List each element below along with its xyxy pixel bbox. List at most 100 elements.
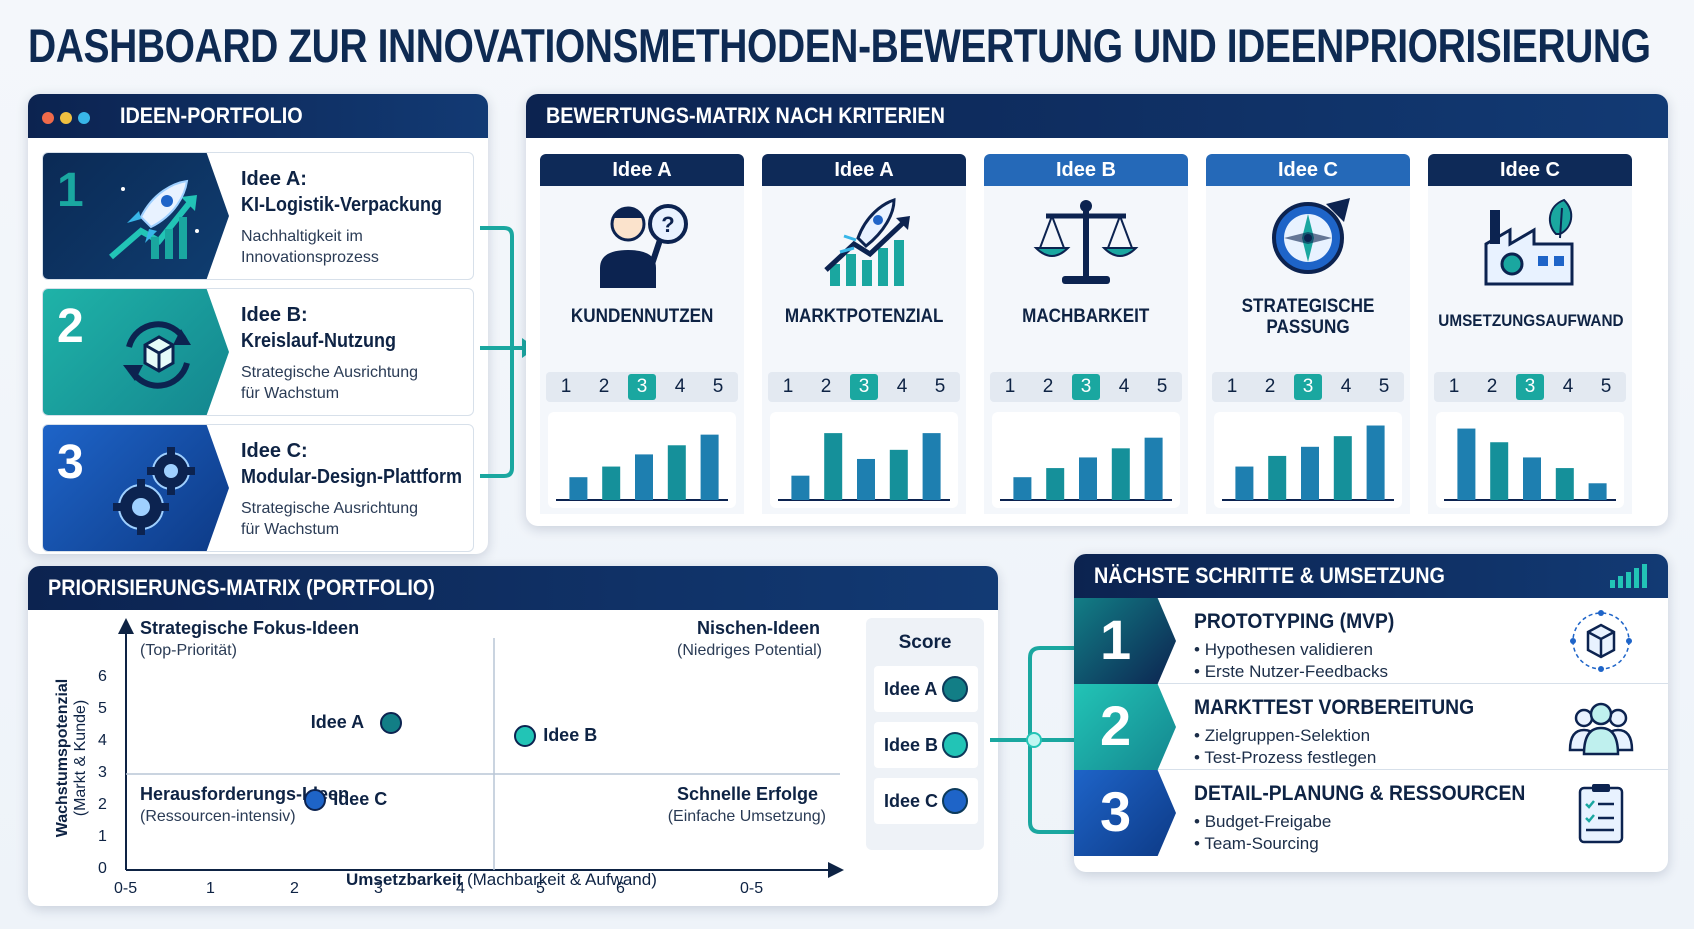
score-option-5[interactable]: 5 (1370, 374, 1398, 400)
score-option-3[interactable]: 3 (628, 374, 656, 400)
step-bullet-text: Erste Nutzer-Feedbacks (1205, 662, 1388, 681)
idea-name: Modular-Design-Plattform (241, 464, 448, 490)
score-option-1[interactable]: 1 (774, 374, 802, 400)
criterion-name-text: STRATEGISCHE PASSUNG (1241, 296, 1376, 338)
quadrant-subtitle-bottom-right: (Einfache Umsetzung) (668, 808, 826, 826)
idea-card-b[interactable]: 2 Idee B: Kreislauf-Nutzung Strategische… (42, 288, 474, 416)
score-option-2[interactable]: 2 (590, 374, 618, 400)
y-tick: 4 (98, 732, 107, 750)
quadrant-title-top-right: Nischen-Ideen (697, 618, 820, 639)
score-option-4[interactable]: 4 (1554, 374, 1582, 400)
step-bullet-text: Test-Prozess festlegen (1204, 748, 1376, 767)
bar (668, 445, 686, 500)
y-tick: 6 (98, 668, 107, 686)
portfolio-title: IDEEN-PORTFOLIO (120, 94, 303, 138)
scatter-point[interactable] (514, 725, 536, 747)
bar (1523, 457, 1541, 500)
score-entry[interactable]: Idee A (874, 666, 978, 712)
score-option-3[interactable]: 3 (850, 374, 878, 400)
circular-box-icon (101, 307, 211, 401)
steps-connector (990, 630, 1080, 850)
criterion-idea-header: Idee C (1206, 154, 1410, 186)
score-option-1[interactable]: 1 (1218, 374, 1246, 400)
bar (1457, 429, 1475, 500)
score-option-2[interactable]: 2 (1256, 374, 1284, 400)
quadrant-title-top-left: Strategische Fokus-Ideen (140, 618, 359, 639)
criterion-idea-header: Idee A (540, 154, 744, 186)
bar (569, 477, 587, 500)
score-entry[interactable]: Idee B (874, 722, 978, 768)
score-selector: 12345 (546, 372, 738, 402)
step-item[interactable]: 1 PROTOTYPING (MVP) • Hypothesen validie… (1074, 598, 1668, 684)
steps-title: NÄCHSTE SCHRITTE & UMSETZUNG (1094, 554, 1445, 598)
score-option-1[interactable]: 1 (1440, 374, 1468, 400)
score-entry[interactable]: Idee C (874, 778, 978, 824)
criterion-idea-header: Idee C (1428, 154, 1632, 186)
scatter-point-label: Idee C (333, 789, 387, 810)
window-dots (42, 95, 96, 139)
idea-number: 1 (57, 167, 84, 215)
bar (824, 433, 842, 500)
step-bullet: • Team-Sourcing (1194, 834, 1319, 854)
score-option-5[interactable]: 5 (1592, 374, 1620, 400)
score-option-5[interactable]: 5 (926, 374, 954, 400)
criterion-name-text: KUNDENNUTZEN (571, 306, 713, 327)
bar (701, 435, 719, 500)
priority-header: PRIORISIERUNGS-MATRIX (PORTFOLIO) (28, 566, 998, 610)
bar (1079, 457, 1097, 500)
bar (1235, 467, 1253, 500)
criterion-name-text: MACHBARKEIT (1022, 306, 1149, 327)
window-dot-yellow (60, 112, 72, 124)
score-option-4[interactable]: 4 (666, 374, 694, 400)
evaluation-matrix-panel: BEWERTUNGS-MATRIX NACH KRITERIEN Idee A … (526, 94, 1668, 526)
step-bullet-text: Hypothesen validieren (1205, 640, 1373, 659)
score-option-4[interactable]: 4 (888, 374, 916, 400)
bar (857, 459, 875, 500)
idea-name: Kreislauf-Nutzung (241, 328, 448, 354)
criterion-body: UMSETZUNGSAUFWAND 12345 (1428, 186, 1632, 514)
score-option-2[interactable]: 2 (1034, 374, 1062, 400)
step-item[interactable]: 3 DETAIL-PLANUNG & RESSOURCEN • Budget-F… (1074, 770, 1668, 856)
scale-icon (1032, 194, 1140, 288)
score-option-1[interactable]: 1 (552, 374, 580, 400)
score-option-3[interactable]: 3 (1072, 374, 1100, 400)
quadrant-subtitle-bottom-left: (Ressourcen-intensiv) (140, 808, 296, 826)
idea-description: Nachhaltigkeit im Innovationsprozess (241, 226, 441, 268)
step-number: 1 (1100, 610, 1131, 670)
score-option-2[interactable]: 2 (1478, 374, 1506, 400)
score-option-4[interactable]: 4 (1332, 374, 1360, 400)
bar (1334, 436, 1352, 500)
step-item[interactable]: 2 MARKTTEST VORBEREITUNG • Zielgruppen-S… (1074, 684, 1668, 770)
criterion-body: ? KUNDENNUTZEN 12345 (540, 186, 744, 514)
scatter-point[interactable] (380, 712, 402, 734)
x-tick: 1 (206, 880, 215, 898)
idea-card-a[interactable]: 1 Idee A: KI-Logistik-Verpackung Nachhal… (42, 152, 474, 280)
x-tick: 2 (290, 880, 299, 898)
scatter-point[interactable] (304, 789, 326, 811)
step-title: PROTOTYPING (MVP) (1194, 610, 1394, 634)
idea-card-c[interactable]: 3 Idee C: Modular-Design-Plattform Strat… (42, 424, 474, 552)
criterion-body: MACHBARKEIT 12345 (984, 186, 1188, 514)
score-option-2[interactable]: 2 (812, 374, 840, 400)
bar (1556, 468, 1574, 500)
score-option-4[interactable]: 4 (1110, 374, 1138, 400)
score-option-5[interactable]: 5 (1148, 374, 1176, 400)
score-option-3[interactable]: 3 (1294, 374, 1322, 400)
window-dot-blue (78, 112, 90, 124)
idea-number: 2 (57, 303, 84, 351)
criterion-bar-chart (1214, 412, 1402, 508)
criterion-bar-chart (548, 412, 736, 508)
criterion-body: STRATEGISCHE PASSUNG 12345 (1206, 186, 1410, 514)
score-option-3[interactable]: 3 (1516, 374, 1544, 400)
factory-leaf-icon (1476, 194, 1584, 288)
quadrant-subtitle-top-left: (Top-Priorität) (140, 642, 237, 660)
score-option-1[interactable]: 1 (996, 374, 1024, 400)
x-axis-title-text: Umsetzbarkeit (346, 870, 462, 889)
portfolio-header: IDEEN-PORTFOLIO (28, 94, 488, 138)
criterion-name: MARKTPOTENZIAL (762, 306, 966, 327)
bar (1013, 477, 1031, 500)
bar (602, 467, 620, 500)
step-bullet-text: Zielgruppen-Selektion (1205, 726, 1370, 745)
steps-header: NÄCHSTE SCHRITTE & UMSETZUNG (1074, 554, 1668, 598)
score-option-5[interactable]: 5 (704, 374, 732, 400)
